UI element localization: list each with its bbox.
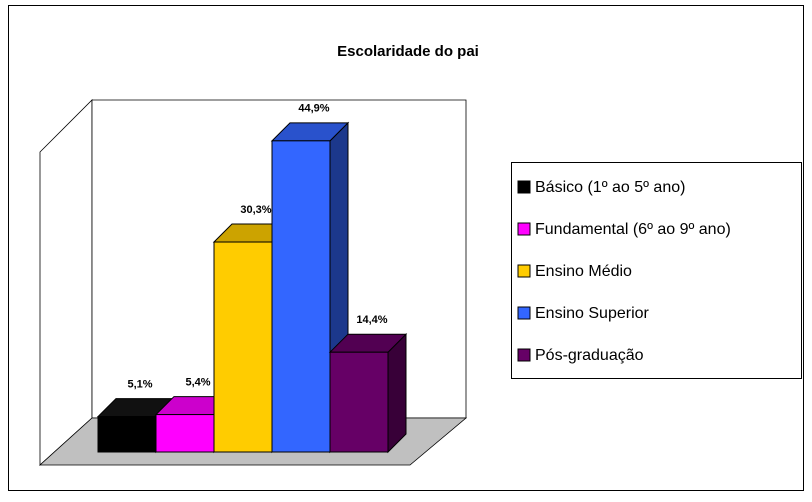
data-label: 5,4% xyxy=(185,376,210,388)
bar xyxy=(155,414,215,453)
legend-label: Fundamental (6º ao 9º ano) xyxy=(535,221,731,238)
bar xyxy=(271,140,331,453)
bar xyxy=(213,241,273,453)
data-label: 5,1% xyxy=(127,379,152,391)
bar-side xyxy=(387,333,407,454)
data-label: 14,4% xyxy=(356,314,387,326)
side-wall xyxy=(39,99,93,466)
legend-label: Básico (1º ao 5º ano) xyxy=(535,179,685,196)
bar xyxy=(97,416,157,453)
legend xyxy=(511,162,802,379)
legend-swatch xyxy=(517,306,531,320)
legend-swatch xyxy=(517,180,531,194)
data-label: 44,9% xyxy=(298,103,329,115)
legend-label: Pós-graduação xyxy=(535,347,644,364)
legend-label: Ensino Médio xyxy=(535,263,632,280)
legend-swatch xyxy=(517,264,531,278)
legend-swatch xyxy=(517,222,531,236)
chart-title: Escolaridade do pai xyxy=(337,43,479,60)
bar xyxy=(329,351,389,453)
legend-swatch xyxy=(517,348,531,362)
data-label: 30,3% xyxy=(240,204,271,216)
legend-label: Ensino Superior xyxy=(535,305,650,322)
